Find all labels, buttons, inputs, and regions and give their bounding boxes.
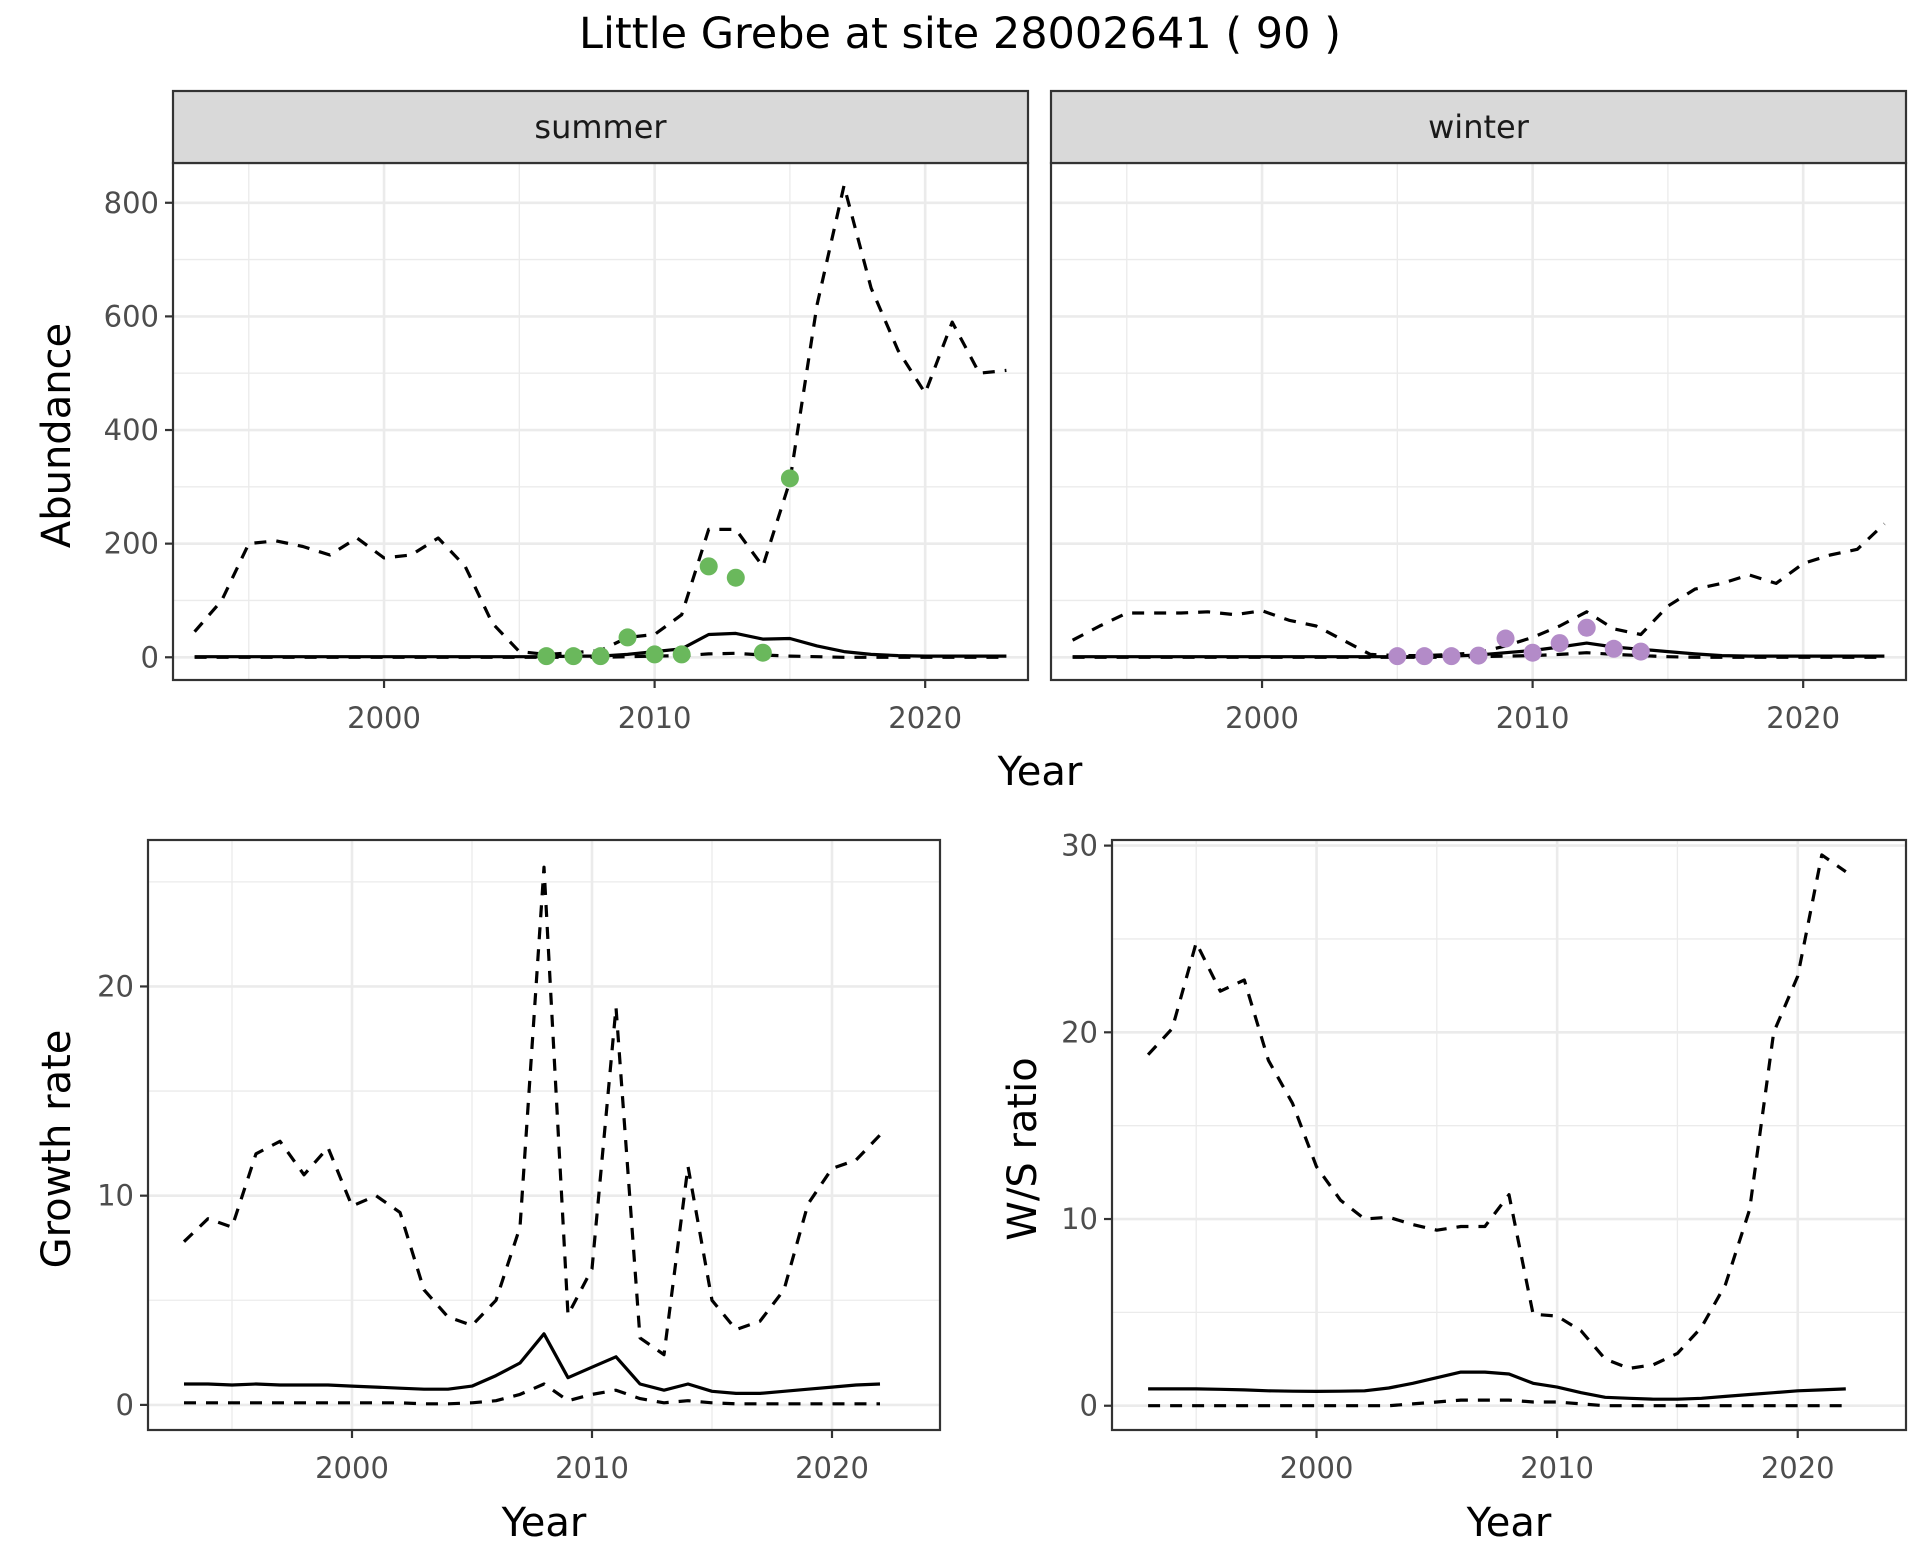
data-point [1550, 634, 1569, 653]
y-tick-label: 20 [97, 969, 134, 1003]
y-axis-title: Abundance [34, 323, 80, 548]
data-point [618, 628, 637, 647]
dashed-series-line [184, 1382, 880, 1406]
plot-area [1051, 163, 1906, 680]
y-tick-label: 0 [116, 1388, 134, 1422]
data-point [699, 557, 718, 576]
plot-area [173, 163, 1028, 680]
y-tick-label: 0 [141, 640, 159, 674]
data-point [1523, 643, 1542, 662]
data-point [1577, 618, 1596, 637]
solid-series-line [1148, 1370, 1846, 1401]
facet-strip-label: summer [534, 108, 667, 146]
y-tick-label: 0 [1080, 1389, 1098, 1423]
data-point [1496, 629, 1515, 648]
y-tick-label: 600 [104, 299, 159, 333]
data-point [1631, 642, 1650, 661]
data-point [591, 647, 610, 666]
x-tick-label: 2020 [1761, 1451, 1835, 1485]
y-tick-label: 10 [1061, 1202, 1098, 1236]
y-tick-label: 10 [97, 1179, 134, 1213]
facet-strip [1049, 89, 1908, 165]
y-tick-label: 20 [1061, 1015, 1098, 1049]
solid-series-line [184, 1332, 881, 1396]
panel-ratio: 2000 2010 2020 0 10 20 30 W/S ratio Year [1000, 829, 1908, 1546]
y-tick-label: 30 [1061, 829, 1098, 863]
data-point [1388, 647, 1407, 666]
x-tick-label: 2000 [1280, 1451, 1354, 1485]
data-point [1469, 646, 1488, 665]
data-point [564, 647, 583, 666]
x-tick-label: 2000 [347, 701, 421, 735]
x-tick-label: 2000 [1225, 701, 1299, 735]
shared-x-axis-title: Year [997, 749, 1083, 795]
x-tick-label: 2020 [795, 1451, 869, 1485]
facet-strip-label: winter [1428, 108, 1530, 146]
dashed-series-line [1146, 853, 1847, 1371]
y-tick-label: 800 [104, 186, 159, 220]
panel-winter: winter 2000 2010 2020 [1049, 89, 1908, 735]
data-point [1415, 647, 1434, 666]
x-tick-label: 2020 [1766, 701, 1840, 735]
panel-border [146, 838, 942, 1432]
plot-area [148, 840, 940, 1430]
x-axis-title: Year [501, 1500, 587, 1546]
x-tick-label: 2020 [888, 701, 962, 735]
y-axis-title: Growth rate [34, 1030, 80, 1269]
data-point [780, 469, 799, 488]
panel-border [1110, 838, 1908, 1432]
plot-area [1112, 840, 1906, 1430]
y-tick-label: 400 [104, 413, 159, 447]
x-tick-label: 2010 [618, 701, 692, 735]
x-tick-label: 2000 [315, 1451, 389, 1485]
figure-title: Little Grebe at site 28002641 ( 90 ) [579, 9, 1341, 59]
data-point [1604, 639, 1623, 658]
facet-strip [171, 89, 1030, 165]
data-point [672, 645, 691, 664]
panel-growth: 2000 2010 2020 0 10 20 Growth rate Year [34, 838, 942, 1546]
x-tick-label: 2010 [555, 1451, 629, 1485]
x-axis-title: Year [1466, 1500, 1552, 1546]
data-point [726, 568, 745, 587]
x-tick-label: 2010 [1520, 1451, 1594, 1485]
data-point [537, 647, 556, 666]
dashed-series-line [182, 865, 882, 1357]
x-tick-label: 2010 [1496, 701, 1570, 735]
y-tick-label: 200 [104, 527, 159, 561]
data-point [753, 643, 772, 662]
data-point [1442, 647, 1461, 666]
y-axis-title: W/S ratio [1000, 1057, 1046, 1240]
panel-summer: summer 2000 2010 2020 0 200 400 600 800 Abundance [34, 89, 1030, 735]
data-point [645, 645, 664, 664]
dashed-series-line [1148, 1398, 1846, 1408]
